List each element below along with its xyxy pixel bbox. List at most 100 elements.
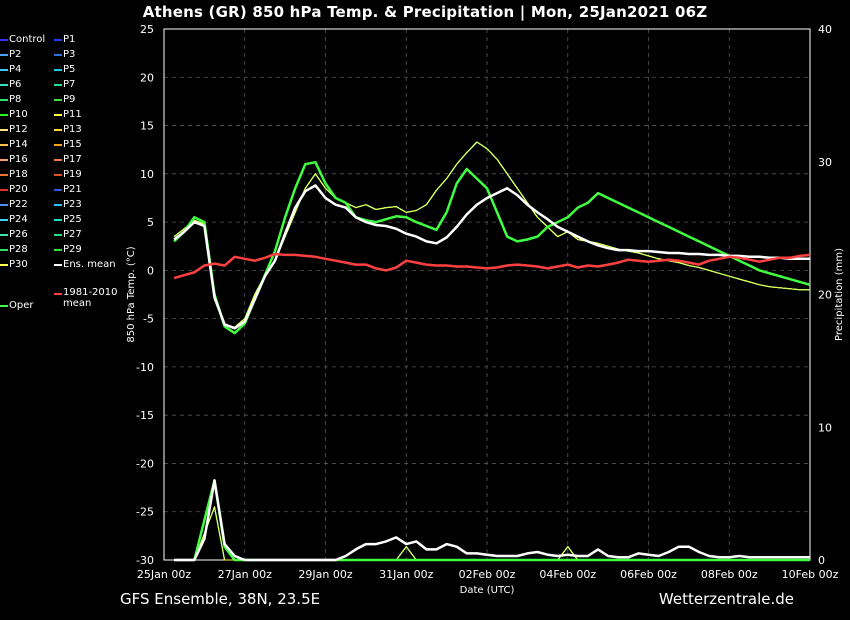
y2-tick-label: 10: [818, 421, 832, 434]
temp-line-p20: [173, 141, 810, 328]
precip-line-p14: [174, 506, 810, 561]
y-tick-label: 10: [140, 168, 154, 181]
temp-line-p8: [173, 141, 810, 328]
y-axis-label: 850 hPa Temp. (°C): [126, 246, 137, 342]
x-tick-label: 29Jan 00z: [298, 568, 352, 581]
precip-line-p9: [174, 506, 810, 561]
legend-swatch: [0, 68, 8, 71]
legend-item-p10: P10: [0, 108, 28, 121]
temp-line-p19: [173, 141, 810, 328]
precip-line-p30: [174, 506, 810, 561]
temp-line-p30: [173, 141, 810, 328]
temp-line-p7: [173, 141, 810, 328]
legend-swatch: [54, 68, 62, 71]
y2-axis-label: Precipitation (mm): [834, 248, 845, 341]
legend-swatch: [54, 248, 62, 251]
legend-item-p25: P25: [54, 213, 82, 226]
precip-line-p17: [174, 506, 810, 561]
precip-line-p12: [174, 506, 810, 561]
precip-line-p3: [174, 506, 810, 561]
legend-label: P27: [63, 229, 82, 240]
legend-label: P7: [63, 79, 76, 90]
legend-swatch: [54, 128, 62, 131]
y-tick-label: -20: [136, 457, 154, 470]
legend-item-p28: P28: [0, 243, 28, 256]
temp-line-p25: [173, 141, 810, 328]
legend-swatch: [0, 38, 8, 41]
x-tick-label: 10Feb 00z: [782, 568, 839, 581]
legend-label: P11: [63, 109, 82, 120]
x-tick-label: 04Feb 00z: [539, 568, 596, 581]
legend-swatch: [0, 218, 8, 221]
legend-item-p13: P13: [54, 123, 82, 136]
y-tick-label: 5: [147, 216, 154, 229]
temp-line-ens-mean: [173, 184, 810, 330]
legend-swatch: [54, 113, 62, 116]
axes: 25 20 15 10 5 0 -5 -10 -15 -20 -25 -30 40 30 20 10 0 25Ja…: [126, 23, 845, 596]
precip-line-p22: [174, 506, 810, 561]
temp-line-p12: [173, 141, 810, 328]
temp-line-p17: [173, 141, 810, 328]
temp-line-p29: [173, 141, 810, 328]
legend-item-p27: P27: [54, 228, 82, 241]
legend-swatch: [54, 218, 62, 221]
legend-swatch: [54, 203, 62, 206]
legend-label: P17: [63, 154, 82, 165]
legend-label: P2: [9, 49, 22, 60]
legend-item-p16: P16: [0, 153, 28, 166]
temp-line-p2: [173, 141, 810, 328]
legend-item-p30: P30: [0, 258, 28, 271]
x-tick-label: 06Feb 00z: [620, 568, 677, 581]
legend-swatch: [0, 304, 8, 307]
y-tick-label: 15: [140, 120, 154, 133]
legend-label: P9: [63, 94, 76, 105]
y-tick-label: -30: [136, 554, 154, 567]
legend-label: 1981-2010 mean: [63, 287, 118, 309]
legend-item-ens-mean: Ens. mean: [54, 258, 116, 271]
precip-line-p11: [174, 506, 810, 561]
legend-item-p29: P29: [54, 243, 82, 256]
temp-line-p27: [173, 141, 810, 328]
precip-line-ens-mean: [174, 479, 810, 562]
legend-item-p8: P8: [0, 93, 21, 106]
legend-item-p24: P24: [0, 213, 28, 226]
legend-label: P24: [9, 214, 28, 225]
temp-line-p13: [173, 141, 810, 328]
y2-tick-label: 0: [818, 554, 825, 567]
legend-swatch: [0, 188, 8, 191]
legend-label: P6: [9, 79, 22, 90]
legend-item-p6: P6: [0, 78, 21, 91]
legend-label: P16: [9, 154, 28, 165]
legend-item-p1: P1: [54, 33, 75, 46]
precip-line-p16: [174, 506, 810, 561]
legend-label: P1: [63, 34, 76, 45]
y-tick-label: 0: [147, 264, 154, 277]
precip-line-p6: [174, 506, 810, 561]
legend-swatch: [0, 128, 8, 131]
legend-item-p23: P23: [54, 198, 82, 211]
temp-line-p3: [173, 141, 810, 328]
legend-label: P21: [63, 184, 82, 195]
legend-item-p18: P18: [0, 168, 28, 181]
legend-item-control: Control: [0, 33, 45, 46]
y-tick-label: -25: [136, 506, 154, 519]
legend-label: P13: [63, 124, 82, 135]
legend-swatch: [0, 233, 8, 236]
legend-label: Oper: [9, 300, 34, 311]
temperature-lines: [173, 141, 811, 335]
legend-item-p7: P7: [54, 78, 75, 91]
legend-swatch: [0, 203, 8, 206]
precip-line-p10: [174, 506, 810, 561]
legend-label: Ens. mean: [63, 259, 116, 270]
legend-swatch: [0, 113, 8, 116]
legend-item-p14: P14: [0, 138, 28, 151]
precip-line-p4: [174, 506, 810, 561]
x-axis-label: Date (UTC): [460, 585, 515, 596]
legend-label: P5: [63, 64, 76, 75]
temp-line-p18: [173, 141, 810, 328]
x-tick-label: 27Jan 00z: [218, 568, 272, 581]
legend-swatch: [0, 98, 8, 101]
legend-item-p21: P21: [54, 183, 82, 196]
legend-swatch: [0, 83, 8, 86]
legend-item-p4: P4: [0, 63, 21, 76]
